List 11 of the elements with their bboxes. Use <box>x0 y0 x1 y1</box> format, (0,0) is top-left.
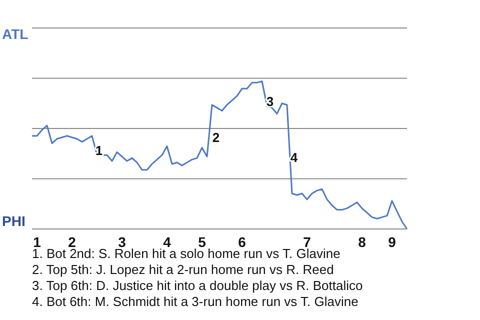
annotation: 3 <box>266 94 274 109</box>
x-tick-label: 8 <box>358 234 366 250</box>
text: 3. Top 6th: D. Justice hit into a double play vs R. Bottalico <box>32 278 363 294</box>
text: ATL <box>2 26 29 42</box>
annotation: 4 <box>290 150 298 165</box>
annotation: 1 <box>95 143 103 158</box>
x-tick-label: 9 <box>388 234 396 250</box>
annotation: 2 <box>212 130 220 145</box>
text: 2. Top 5th: J. Lopez hit a 2-run home run vs R. Reed <box>32 262 335 278</box>
text: PHI <box>2 213 26 229</box>
text: 4. Bot 6th: M. Schmidt hit a 3-run home run vs T. Glavine <box>32 294 360 310</box>
